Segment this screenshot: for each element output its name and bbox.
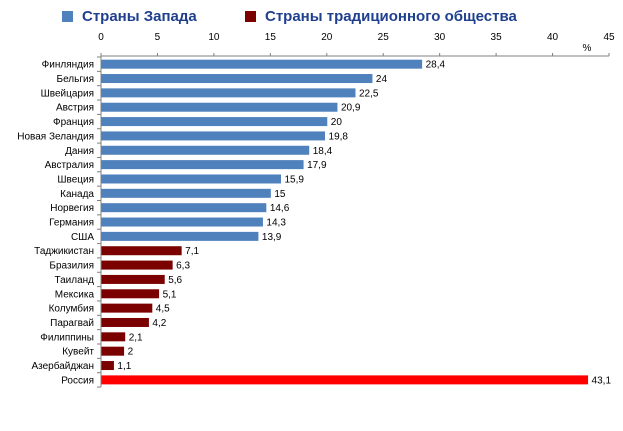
bar: [101, 361, 114, 371]
x-tick-label: 10: [208, 32, 220, 43]
x-tick-label: 35: [491, 32, 503, 43]
value-label: 2,1: [129, 332, 143, 343]
category-label: Бразилия: [49, 261, 94, 272]
legend-label-west: Страны Запада: [82, 8, 197, 25]
category-label: Бельгия: [57, 74, 95, 85]
value-label: 13,9: [262, 232, 282, 243]
bars: [101, 59, 589, 385]
value-labels: 28,4 24 22,5 20,9 20 19,8 18,4 17,915,9 15 14,6 14…: [117, 60, 611, 387]
category-label: Германия: [49, 218, 94, 229]
value-label: 5,1: [163, 289, 177, 300]
category-label: Мексика: [55, 289, 95, 300]
x-axis: 0 5 10 15 20 25 30 35 40 45%: [97, 32, 615, 388]
value-label: 20: [331, 117, 343, 128]
x-tick-label: 30: [434, 32, 446, 43]
value-label: 6,3: [176, 261, 190, 272]
category-label: Австрия: [56, 103, 94, 114]
legend-label-traditional: Страны традиционного общества: [265, 8, 518, 25]
category-label: Австралия: [45, 160, 94, 171]
category-label: Россия: [61, 375, 94, 386]
bar: [101, 59, 423, 69]
category-label: Кувейт: [62, 347, 94, 358]
bar: [101, 317, 149, 327]
category-label: Норвегия: [50, 203, 94, 214]
bar: [101, 231, 259, 241]
value-label: 22,5: [359, 88, 379, 99]
bar: [101, 88, 356, 98]
value-label: 4,2: [152, 318, 166, 329]
category-label: Новая Зеландия: [17, 131, 94, 142]
category-label: Дания: [65, 146, 94, 157]
bar: [101, 160, 304, 170]
value-label: 28,4: [426, 60, 446, 71]
x-tick-label: 40: [547, 32, 559, 43]
bar: [101, 145, 310, 155]
value-label: 14,3: [266, 218, 286, 229]
bar: [101, 260, 173, 270]
bar: [101, 117, 328, 127]
legend-swatch-west: [62, 11, 73, 22]
value-label: 15,9: [284, 174, 304, 185]
bar: [101, 74, 373, 84]
bar: [101, 375, 589, 385]
value-label: 43,1: [592, 375, 612, 386]
value-label: 4,5: [156, 304, 170, 315]
bar: [101, 131, 326, 141]
category-label: Швейцария: [41, 88, 94, 99]
value-label: 14,6: [270, 203, 290, 214]
value-label: 5,6: [168, 275, 182, 286]
value-label: 7,1: [185, 246, 199, 257]
value-label: 1,1: [117, 361, 131, 372]
x-tick-label: 45: [603, 32, 615, 43]
bar: [101, 346, 125, 356]
category-label: Канада: [60, 189, 94, 200]
legend: Страны Запада Страны традиционного общес…: [62, 8, 518, 25]
bar: [101, 332, 126, 342]
category-label: Швеция: [57, 174, 94, 185]
bar: [101, 289, 160, 299]
bar: [101, 274, 165, 284]
value-label: 15: [274, 189, 286, 200]
bar: [101, 246, 182, 256]
category-label: Колумбия: [49, 303, 94, 315]
x-tick-label: 25: [378, 32, 390, 43]
value-label: 20,9: [341, 103, 361, 114]
bar: [101, 303, 153, 313]
category-label: Парагвай: [50, 318, 94, 329]
x-tick-label: 5: [155, 32, 161, 43]
bar: [101, 217, 263, 227]
legend-swatch-traditional: [245, 11, 256, 22]
x-tick-label: 15: [265, 32, 277, 43]
value-label: 17,9: [307, 160, 327, 171]
category-labels: Финляндия Бельгия Швейцария Австрия Франция Н…: [17, 60, 94, 387]
category-label: Финляндия: [42, 60, 94, 71]
category-label: Азербайджан: [31, 360, 94, 372]
value-label: 2: [128, 347, 134, 358]
category-label: США: [71, 232, 94, 243]
x-tick-label: 20: [321, 32, 333, 43]
category-label: Таджикистан: [34, 246, 94, 257]
value-label: 18,4: [313, 146, 333, 157]
x-axis-unit: %: [583, 43, 592, 54]
bar: [101, 203, 267, 213]
category-label: Франция: [53, 117, 94, 128]
x-tick-label: 0: [98, 32, 104, 43]
value-label: 24: [376, 74, 388, 85]
value-label: 19,8: [329, 131, 349, 142]
category-label: Филиппины: [40, 332, 94, 343]
category-label: Таиланд: [54, 275, 94, 286]
bar: [101, 102, 338, 112]
bar: [101, 174, 281, 184]
bar: [101, 188, 271, 198]
